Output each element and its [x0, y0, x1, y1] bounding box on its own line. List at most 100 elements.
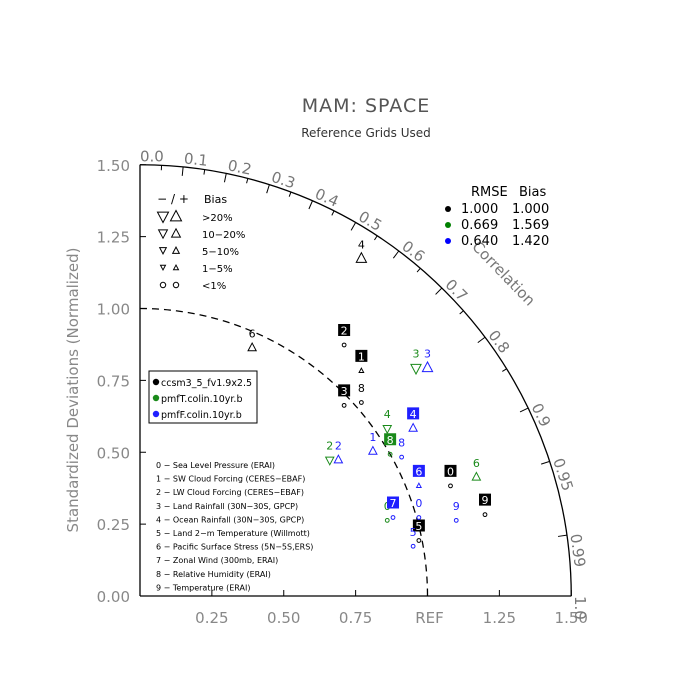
variable-legend-item: 7 − Zonal Wind (300mb, ERAI): [156, 556, 278, 565]
correlation-tick-label: 0.6: [398, 237, 428, 266]
correlation-tick-label: 1.0: [571, 596, 589, 620]
bias-legend-label: 5−10%: [202, 247, 239, 258]
ref-label: REF: [415, 609, 444, 627]
down-triangle-marker: [410, 363, 422, 376]
point-label-box: [444, 464, 457, 477]
correlation-tick-mark: [308, 200, 313, 210]
circle-marker: [416, 538, 422, 543]
down-triangle-marker: [324, 456, 335, 466]
down-triangle-marker: [157, 229, 169, 240]
x-tick-label: 0.25: [195, 609, 228, 627]
data-point: 9: [479, 493, 491, 518]
data-point: 1: [367, 431, 378, 455]
data-point: 4: [355, 238, 368, 263]
point-label: 6: [473, 457, 480, 470]
variable-legend-item: 1 − SW Cloud Forcing (CERES−EBAF): [156, 475, 305, 484]
point-label-box: [387, 496, 399, 509]
data-point: 7: [387, 496, 399, 520]
stats-bias-value: 1.569: [512, 218, 549, 233]
series-name: ccsm3_5_fv1.9x2.5: [161, 378, 252, 389]
point-label: 1: [358, 350, 365, 363]
y-tick-label: 1.25: [97, 229, 130, 247]
point-label-box: [355, 349, 368, 362]
circle-marker: [448, 483, 453, 489]
data-point: 0: [415, 497, 422, 520]
bias-legend-label: 10−20%: [202, 230, 245, 241]
up-triangle-marker: [247, 342, 258, 352]
data-point: 3: [410, 348, 422, 376]
data-point: 2: [333, 440, 344, 464]
point-label: 7: [390, 497, 397, 510]
data-point: 9: [453, 500, 460, 523]
circle-marker: [341, 342, 347, 348]
point-label: 5: [415, 520, 422, 533]
stats-color-dot: [445, 238, 451, 244]
down-triangle-marker: [158, 247, 168, 255]
correlation-tick-mark: [557, 534, 568, 537]
bias-legend-signs: − / +: [157, 192, 189, 206]
correlation-tick-label: 0.8: [485, 327, 514, 357]
correlation-tick-label: 0.1: [183, 149, 209, 169]
correlation-minor-tick: [246, 178, 249, 184]
point-label: 3: [413, 348, 420, 361]
point-label: 6: [249, 327, 256, 340]
correlation-tick-mark: [540, 460, 550, 465]
data-points: 0123456890234680123456789: [247, 238, 491, 549]
point-label: 2: [335, 440, 342, 453]
data-point: 3: [421, 348, 434, 373]
point-label-box: [338, 384, 351, 397]
bias-legend-label: 1−5%: [202, 264, 233, 275]
data-point: 8: [398, 437, 405, 460]
stats-color-dot: [445, 206, 451, 212]
up-triangle-marker: [415, 482, 423, 488]
correlation-minor-tick: [416, 267, 421, 273]
circle-marker: [410, 543, 416, 549]
stats-header-bias: Bias: [519, 185, 546, 200]
correlation-tick-mark: [266, 184, 270, 194]
point-label: 6: [415, 465, 422, 478]
data-point: 8: [358, 382, 365, 405]
stats-color-dot: [445, 222, 451, 228]
point-label-box: [338, 324, 351, 336]
point-label: 0: [447, 465, 454, 478]
point-label: 4: [384, 408, 391, 421]
point-label: 0: [415, 497, 422, 510]
correlation-tick-mark: [435, 287, 443, 295]
up-triangle-marker: [172, 264, 180, 271]
bias-legend-header: Bias: [204, 193, 227, 206]
data-point: 2: [338, 324, 351, 348]
x-tick-label: 1.50: [555, 609, 588, 627]
reference-std-arc: [139, 307, 429, 597]
x-tick-label: 1.25: [483, 609, 516, 627]
y-axis-label: Standardized Deviations (Normalized): [64, 248, 82, 533]
series-color-dot: [152, 378, 160, 386]
stats-rmse-value: 1.000: [461, 202, 498, 217]
up-triangle-marker: [355, 251, 368, 263]
variable-legend-item: 0 − Sea Level Pressure (ERAI): [156, 461, 275, 470]
point-label: 9: [482, 494, 489, 507]
point-label: 8: [398, 437, 405, 450]
y-tick-label: 0.00: [97, 588, 130, 606]
correlation-tick-label: 0.2: [226, 156, 253, 178]
variable-legend-item: 8 − Relative Humidity (ERAI): [156, 570, 271, 579]
chart-subtitle: Reference Grids Used: [301, 126, 431, 140]
point-label: 5: [410, 526, 417, 539]
data-point: 0: [444, 464, 457, 489]
correlation-tick-label: 0.99: [566, 533, 589, 569]
series-color-dot: [152, 410, 160, 418]
correlation-minor-tick: [288, 191, 292, 197]
x-tick-label: 0.50: [267, 609, 300, 627]
up-triangle-marker: [471, 471, 482, 481]
up-triangle-marker: [367, 445, 378, 455]
correlation-tick-label: 0.0: [140, 147, 164, 165]
point-label: 3: [341, 385, 348, 398]
data-point: 3: [338, 384, 351, 408]
circle-marker: [341, 402, 347, 408]
up-triangle-marker: [408, 422, 419, 432]
point-label: 8: [387, 434, 394, 447]
series-color-dot: [152, 394, 160, 402]
down-triangle-marker: [156, 211, 170, 224]
up-triangle-marker: [421, 360, 434, 373]
data-point: 1: [355, 349, 368, 373]
